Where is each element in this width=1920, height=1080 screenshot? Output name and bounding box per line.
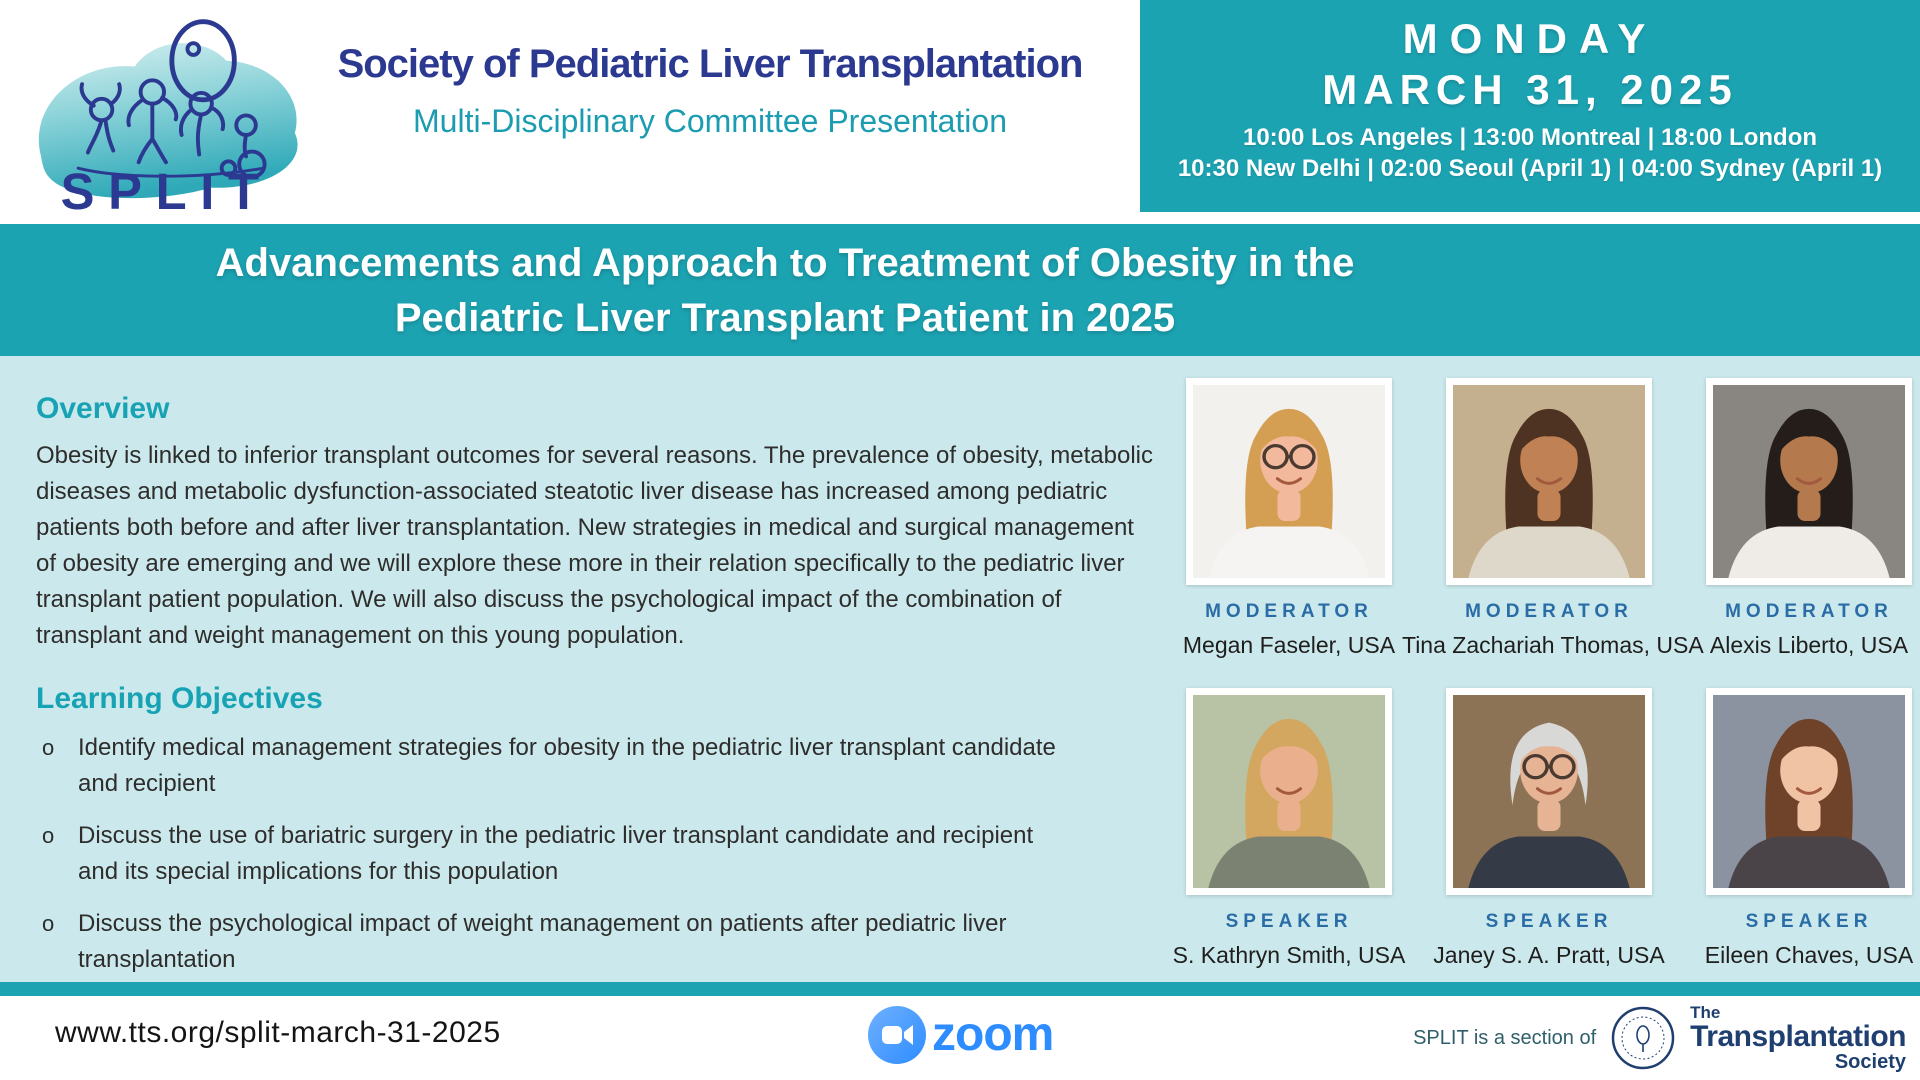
- tts-logo: The Transplantation Society: [1690, 1002, 1906, 1073]
- zoom-wordmark: zoom: [932, 1008, 1054, 1061]
- person-photo: [1186, 688, 1392, 895]
- person-name: Alexis Liberto, USA: [1709, 632, 1909, 658]
- description-column: Overview Obesity is linked to inferior t…: [36, 392, 1156, 994]
- footer: www.tts.org/split-march-31-2025 zoom SPL…: [0, 996, 1920, 1080]
- person-name: S. Kathryn Smith, USA: [1172, 942, 1406, 968]
- bullet-marker: o: [42, 823, 55, 848]
- objective-text: Discuss the psychological impact of weig…: [78, 910, 1007, 973]
- objective-item: o Discuss the psychological impact of we…: [36, 906, 1156, 978]
- event-url-link[interactable]: www.tts.org/split-march-31-2025: [55, 1016, 501, 1049]
- avatar: [1453, 695, 1645, 888]
- avatar: [1713, 695, 1905, 888]
- avatar: [1193, 695, 1385, 888]
- zoom-camera-icon: [868, 1006, 926, 1064]
- logo-blob-icon: SPLIT: [38, 19, 298, 220]
- event-date: MARCH 31, 2025: [1322, 66, 1738, 113]
- person-card: MODERATOR Alexis Liberto, USA: [1706, 378, 1912, 660]
- person-role-label: MODERATOR: [1205, 601, 1373, 622]
- person-name: Megan Faseler, USA: [1182, 632, 1396, 658]
- person-name: Eileen Chaves, USA: [1704, 942, 1914, 968]
- person-role-label: MODERATOR: [1725, 601, 1893, 622]
- person-card: SPEAKER S. Kathryn Smith, USA: [1173, 688, 1405, 970]
- people-grid: MODERATOR Megan Faseler, USA MODERATOR T…: [1173, 378, 1914, 970]
- org-subtitle: Multi-Disciplinary Committee Presentatio…: [413, 103, 1007, 139]
- org-title-block: Society of Pediatric Liver Transplantati…: [300, 42, 1120, 140]
- person-name: Janey S. A. Pratt, USA: [1433, 942, 1665, 968]
- event-title-line2: Pediatric Liver Transplant Patient in 20…: [394, 296, 1176, 340]
- org-title: Society of Pediatric Liver Transplantati…: [337, 42, 1084, 86]
- person-card: MODERATOR Megan Faseler, USA: [1183, 378, 1395, 660]
- person-photo: [1186, 378, 1392, 585]
- event-title-line1: Advancements and Approach to Treatment o…: [215, 241, 1355, 285]
- avatar: [1193, 385, 1385, 578]
- bullet-marker: o: [42, 911, 55, 936]
- person-role-label: SPEAKER: [1745, 911, 1873, 932]
- person-card: MODERATOR Tina Zachariah Thomas, USA: [1402, 378, 1704, 660]
- bottom-accent-stripe: [0, 982, 1920, 996]
- avatar: [1453, 385, 1645, 578]
- person-card: SPEAKER Janey S. A. Pratt, USA: [1433, 688, 1665, 970]
- header: SPLIT Society of Pediatric Liver Transpl…: [0, 0, 1140, 220]
- title-banner: Advancements and Approach to Treatment o…: [0, 224, 1920, 356]
- event-times-line1: 10:00 Los Angeles | 13:00 Montreal | 18:…: [1242, 124, 1818, 151]
- zoom-logo: zoom: [868, 1006, 1054, 1064]
- avatar: [1713, 385, 1905, 578]
- objective-text: Discuss the use of bariatric surgery in …: [78, 822, 1034, 885]
- objective-item: o Identify medical management strategies…: [36, 730, 1156, 802]
- person-role-label: MODERATOR: [1465, 601, 1633, 622]
- objective-item: o Discuss the use of bariatric surgery i…: [36, 818, 1156, 890]
- overview-heading: Overview: [36, 392, 170, 425]
- tts-prefix-text: SPLIT is a section of: [1413, 1026, 1597, 1049]
- tts-logo-the: The: [1690, 1002, 1721, 1022]
- person-photo: [1706, 688, 1912, 895]
- person-role-label: SPEAKER: [1225, 911, 1353, 932]
- event-title: Advancements and Approach to Treatment o…: [0, 236, 1570, 346]
- tts-logo-name: Transplantation: [1690, 1019, 1906, 1053]
- objectives-heading: Learning Objectives: [36, 682, 323, 715]
- objectives-list: o Identify medical management strategies…: [36, 730, 1156, 978]
- bullet-marker: o: [42, 735, 55, 760]
- tts-attribution: SPLIT is a section of The Transplantatio…: [1413, 1002, 1906, 1074]
- children-line-art-icon: [76, 19, 267, 179]
- overview-body: Obesity is linked to inferior transplant…: [36, 442, 1153, 649]
- event-day: MONDAY: [1402, 15, 1658, 62]
- logo-acronym: SPLIT: [61, 163, 273, 215]
- objective-text: Identify medical management strategies f…: [78, 734, 1056, 797]
- person-name: Tina Zachariah Thomas, USA: [1402, 632, 1704, 658]
- person-role-label: SPEAKER: [1485, 911, 1613, 932]
- person-photo: [1706, 378, 1912, 585]
- tts-seal-icon: [1611, 1006, 1675, 1070]
- tts-logo-society: Society: [1834, 1050, 1906, 1073]
- split-logo: SPLIT: [16, 10, 316, 220]
- person-photo: [1446, 688, 1652, 895]
- date-box: MONDAY MARCH 31, 2025 10:00 Los Angeles …: [1140, 0, 1920, 212]
- person-photo: [1446, 378, 1652, 585]
- event-times-line2: 10:30 New Delhi | 02:00 Seoul (April 1) …: [1177, 155, 1883, 182]
- person-card: SPEAKER Eileen Chaves, USA: [1705, 688, 1913, 970]
